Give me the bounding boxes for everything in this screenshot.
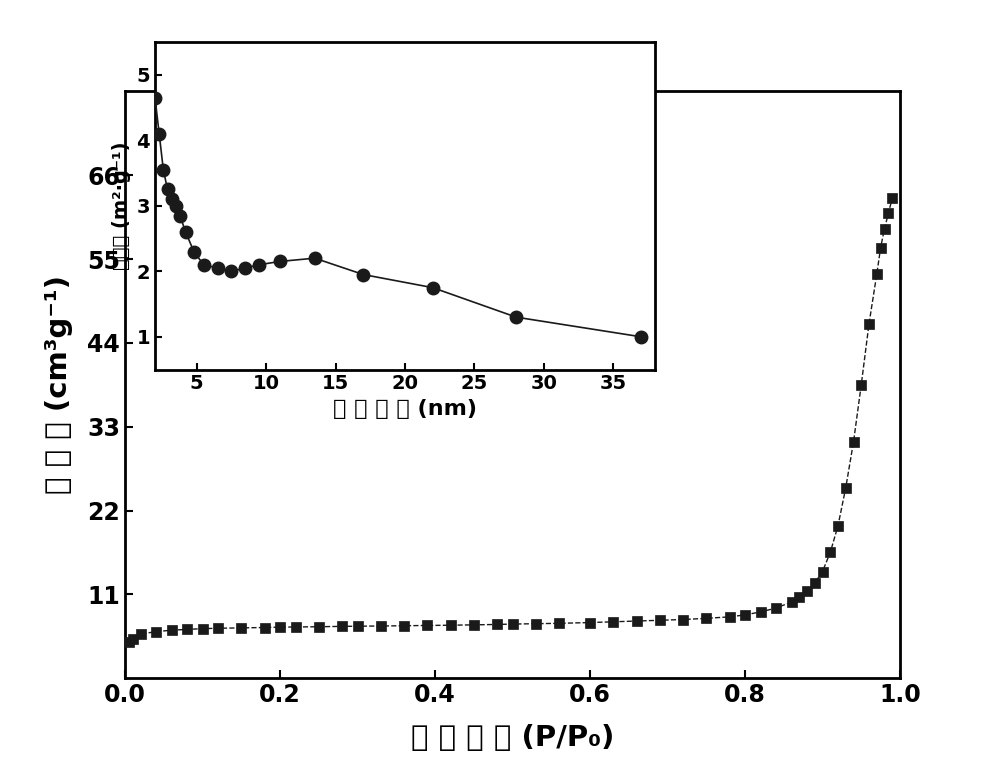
Y-axis label: 吸 附 量 (cm³g⁻¹): 吸 附 量 (cm³g⁻¹)	[45, 275, 73, 495]
Y-axis label: 孔体积 (m²·g⁻¹): 孔体积 (m²·g⁻¹)	[112, 142, 131, 270]
X-axis label: 孔 隘 宽 度 (nm): 孔 隘 宽 度 (nm)	[333, 399, 477, 419]
X-axis label: 相 对 压 力 (P/P₀): 相 对 压 力 (P/P₀)	[411, 724, 614, 751]
